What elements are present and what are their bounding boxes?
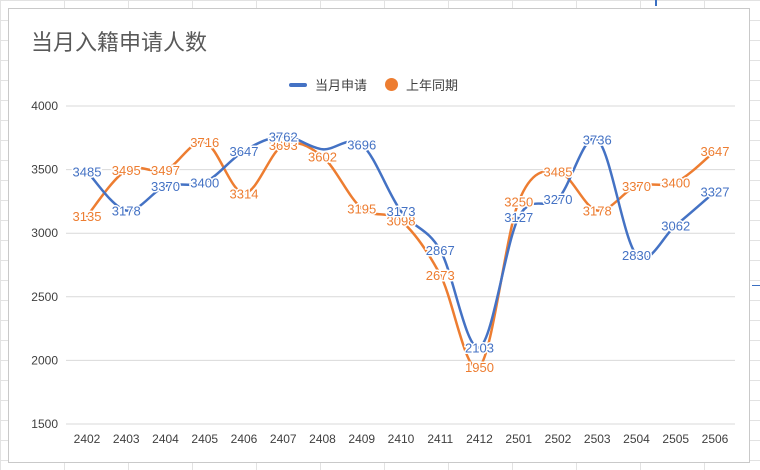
sheet-cell-border-mark [655, 0, 657, 6]
data-label: 3716 [190, 135, 219, 150]
data-label: 3250 [504, 194, 533, 209]
data-label: 3062 [661, 218, 690, 233]
data-label: 2830 [622, 248, 651, 263]
x-tick-label: 2406 [231, 432, 258, 446]
x-tick-label: 2503 [584, 432, 611, 446]
x-tick-label: 2409 [348, 432, 375, 446]
x-tick-label: 2411 [427, 432, 453, 446]
data-label: 3485 [544, 165, 573, 180]
legend-label: 当月申请 [315, 78, 368, 93]
y-tick-label: 3000 [31, 226, 58, 240]
series-line-1 [85, 135, 717, 349]
data-label: 3370 [151, 179, 180, 194]
legend-dot-swatch [385, 78, 399, 91]
x-tick-label: 2410 [388, 432, 415, 446]
chart-area[interactable]: 当月入籍申请人数 当月申请 上年同期 [8, 8, 750, 463]
x-tick-label: 2408 [309, 432, 336, 446]
chart-legend[interactable]: 当月申请 上年同期 [289, 75, 458, 94]
x-tick-label: 2402 [74, 432, 101, 446]
series-line-2 [85, 140, 717, 370]
y-tick-label: 1500 [31, 417, 58, 431]
data-label: 3370 [622, 179, 651, 194]
data-label: 3736 [583, 133, 612, 148]
data-label: 3400 [661, 175, 690, 190]
data-label: 3647 [230, 144, 259, 159]
data-label: 3762 [269, 129, 298, 144]
data-label: 3696 [347, 138, 376, 153]
x-tick-label: 2404 [152, 432, 179, 446]
data-label: 3485 [73, 165, 102, 180]
legend-label: 上年同期 [406, 78, 459, 93]
data-label: 3495 [112, 163, 141, 178]
y-tick-label: 4000 [31, 99, 58, 113]
legend-item-series-2[interactable]: 上年同期 [385, 75, 458, 94]
data-label: 3270 [544, 192, 573, 207]
data-label: 3178 [583, 204, 612, 219]
x-tick-label: 2504 [623, 432, 650, 446]
sheet-cell-border-mark [752, 285, 760, 286]
x-tick-label: 2506 [702, 432, 729, 446]
data-label: 3178 [112, 204, 141, 219]
data-label: 2103 [465, 340, 494, 355]
data-label: 2867 [426, 243, 455, 258]
x-tick-label: 2502 [545, 432, 572, 446]
y-tick-label: 3500 [31, 163, 58, 177]
x-tick-label: 2505 [662, 432, 689, 446]
chart-title: 当月入籍申请人数 [31, 30, 208, 55]
x-tick-label: 2403 [113, 432, 140, 446]
data-label: 3693 [269, 138, 298, 153]
x-tick-label: 2501 [505, 432, 532, 446]
data-label: 3647 [701, 144, 730, 159]
data-label: 3173 [387, 204, 416, 219]
data-label: 3314 [230, 186, 259, 201]
data-label: 3497 [151, 163, 180, 178]
x-tick-label: 2407 [270, 432, 297, 446]
data-label: 3602 [308, 150, 337, 165]
data-label: 1950 [465, 360, 494, 375]
x-tick-label: 2405 [191, 432, 218, 446]
data-label: 3400 [190, 175, 219, 190]
data-label: 3098 [387, 214, 416, 229]
x-tick-label: 2412 [466, 432, 493, 446]
data-label: 3135 [73, 209, 102, 224]
data-label: 3327 [701, 185, 730, 200]
legend-item-series-1[interactable]: 当月申请 [289, 75, 367, 94]
data-label: 3127 [504, 210, 533, 225]
y-tick-label: 2000 [31, 353, 58, 367]
data-label: 2673 [426, 268, 455, 283]
data-label: 3195 [347, 201, 376, 216]
y-tick-label: 2500 [31, 290, 58, 304]
legend-line-swatch [289, 82, 307, 87]
